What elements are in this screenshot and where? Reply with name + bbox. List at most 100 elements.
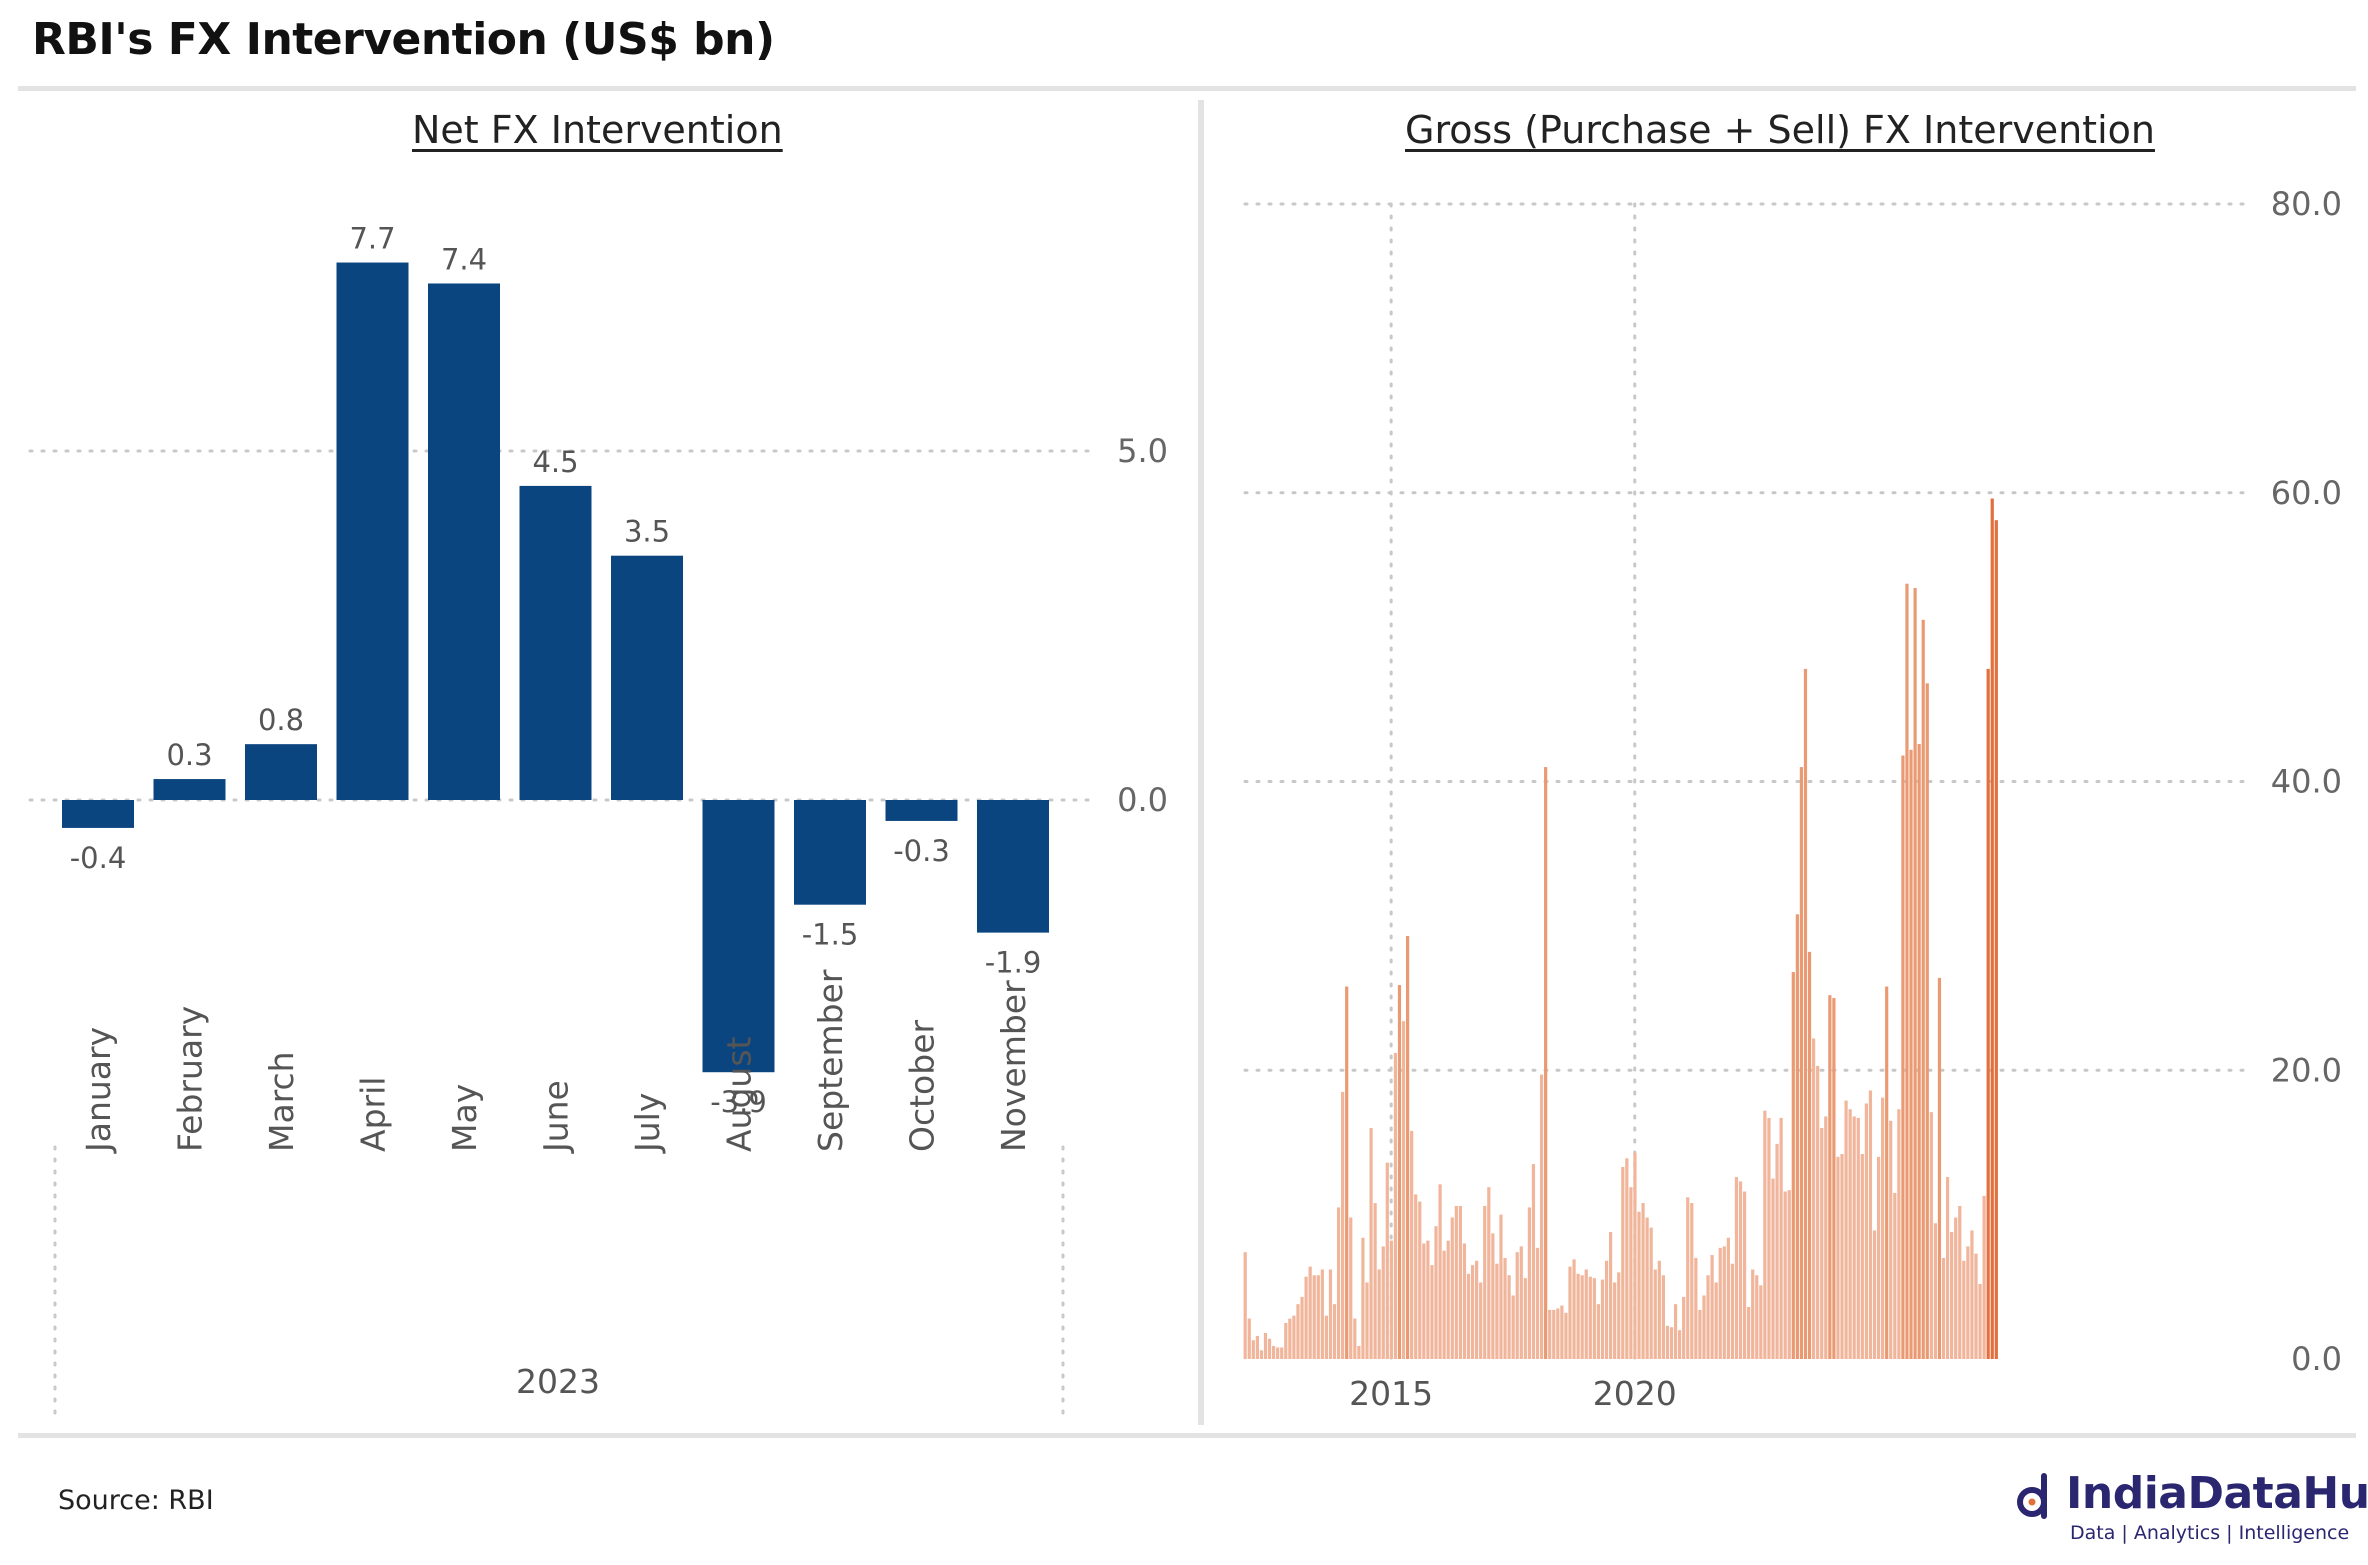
gross-bar [1661, 1275, 1665, 1359]
net-bar-june [519, 485, 592, 800]
net-bar-august [702, 800, 775, 1073]
gross-bar [1933, 1223, 1937, 1359]
gross-bar [1544, 767, 1548, 1359]
gross-bar [1840, 1153, 1844, 1359]
gross-y-tick-label: 40.0 [2271, 763, 2342, 801]
gross-bar [1345, 986, 1349, 1359]
gross-bar [1686, 1197, 1690, 1359]
net-bar-may [428, 283, 500, 801]
gross-bar [1588, 1276, 1592, 1359]
gross-bar [1263, 1333, 1268, 1359]
gross-bar [1950, 1231, 1954, 1359]
gross-bar [1722, 1246, 1726, 1359]
gross-bar [1507, 1275, 1511, 1359]
gross-bar [1990, 498, 1994, 1359]
gross-bar [1629, 1187, 1633, 1359]
gross-bar [1393, 1052, 1398, 1359]
gross-bar [1954, 1217, 1958, 1359]
gross-bar [1276, 1347, 1280, 1359]
gross-bar [1824, 1116, 1828, 1359]
gross-bar [1341, 1091, 1345, 1359]
gross-bar [1527, 1207, 1531, 1359]
gross-bar [1259, 1350, 1264, 1359]
gross-bar [1255, 1335, 1259, 1359]
gross-bar [1970, 1230, 1974, 1359]
net-data-label: 0.8 [258, 703, 304, 737]
net-bar-november [977, 800, 1049, 933]
gross-bar [1844, 1100, 1848, 1359]
gross-bar [1284, 1322, 1288, 1359]
gross-bar [1584, 1269, 1588, 1359]
gross-bar [1397, 985, 1402, 1359]
net-bar-march [245, 744, 317, 800]
gross-bar [1820, 1128, 1824, 1359]
gross-bar [1304, 1276, 1308, 1359]
gross-bar [1747, 1307, 1751, 1359]
gross-bar [1369, 1128, 1373, 1359]
gross-bar [1332, 1304, 1337, 1359]
net-x-tick-label: June [537, 1080, 576, 1154]
gross-bar [1539, 1074, 1544, 1359]
net-x-tick-label: May [445, 1084, 484, 1152]
net-data-label: -0.3 [893, 834, 950, 868]
net-y-tick-label: 0.0 [1117, 781, 1168, 819]
gross-bar [1548, 1309, 1552, 1359]
gross-bar [1881, 1097, 1885, 1359]
gross-bar [1328, 1269, 1333, 1359]
net-x-tick-label: November [994, 980, 1033, 1152]
gross-bar [1572, 1259, 1576, 1359]
gross-bar [1795, 914, 1799, 1359]
gross-bar [1828, 995, 1832, 1359]
gross-bar [1410, 1130, 1414, 1359]
gross-bar [1767, 1117, 1771, 1359]
brand-tagline: Data | Analytics | Intelligence [2070, 1522, 2350, 1544]
gross-bar [1377, 1269, 1381, 1359]
gross-bar [1901, 755, 1905, 1359]
gross-bar [1535, 1247, 1540, 1359]
gross-bar [1617, 1272, 1621, 1359]
gross-bar [1446, 1240, 1450, 1359]
gross-bar [1422, 1243, 1426, 1359]
gross-bar [1710, 1255, 1714, 1359]
panel-divider [1198, 100, 1204, 1425]
gross-bar [1958, 1205, 1962, 1359]
gross-bar [1783, 1191, 1787, 1359]
gross-bar [1653, 1269, 1657, 1359]
gross-bar [1649, 1227, 1653, 1359]
gross-bar [1763, 1110, 1767, 1359]
net-bar-february [153, 779, 226, 800]
gross-bar [1982, 1195, 1986, 1359]
gross-bar [1673, 1304, 1678, 1359]
gross-bar [1552, 1309, 1556, 1359]
gross-bar [1592, 1278, 1596, 1359]
gross-bar [1682, 1296, 1686, 1359]
gross-bar [1613, 1282, 1617, 1359]
gross-bar [1702, 1295, 1706, 1359]
brand-name: IndiaDataHub [2066, 1468, 2368, 1519]
gross-bar [1519, 1246, 1523, 1359]
gross-bar [1678, 1330, 1682, 1359]
gross-bar [1621, 1166, 1625, 1359]
gross-bar [1434, 1226, 1438, 1359]
net-x-tick-label: September [811, 969, 850, 1152]
gross-bar [1986, 668, 1990, 1359]
gross-bar [1738, 1181, 1743, 1359]
net-data-label: 4.5 [532, 445, 578, 479]
gross-bar [1921, 619, 1925, 1359]
gross-bar [1690, 1203, 1694, 1359]
gross-bar [1807, 951, 1812, 1359]
gross-bar [1600, 1279, 1605, 1359]
gross-bar [1856, 1117, 1860, 1359]
gross-bar [1389, 1240, 1393, 1359]
gross-bar [1941, 1257, 1946, 1359]
gross-bar [1909, 749, 1913, 1359]
net-chart-title: Net FX Intervention [412, 108, 783, 152]
gross-bar [1272, 1346, 1276, 1359]
gross-bar [1889, 1120, 1893, 1359]
gross-bar [1466, 1273, 1471, 1359]
gross-bar [1641, 1203, 1645, 1359]
gross-bar [1978, 1283, 1982, 1359]
gross-bar [1872, 1230, 1877, 1359]
gross-bar [1974, 1253, 1978, 1359]
brand-mark-icon [2017, 1473, 2047, 1519]
